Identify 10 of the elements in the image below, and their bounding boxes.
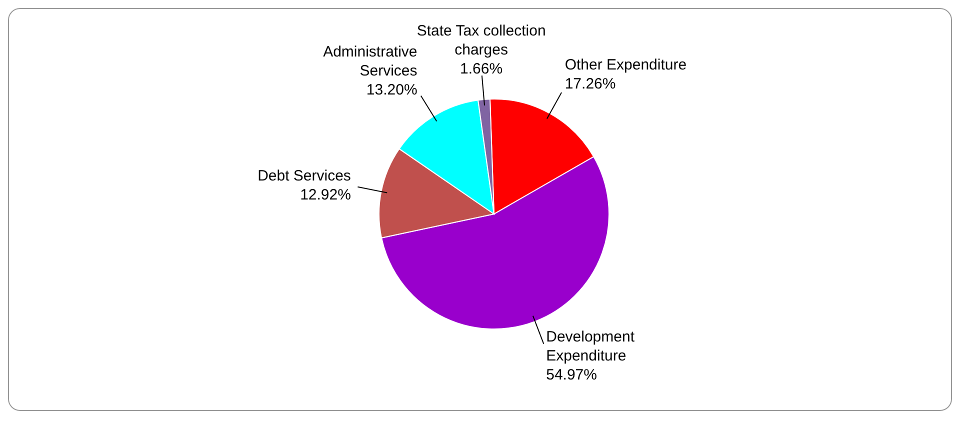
- slice-label: Other Expenditure: [564, 56, 687, 74]
- data-label: 54.97%: [546, 366, 597, 384]
- data-label: 13.20%: [366, 81, 418, 98]
- slice-label: State Tax collection charges: [416, 22, 546, 59]
- data-label: 17.26%: [564, 75, 616, 92]
- data-label: 1.66%: [460, 60, 503, 78]
- slice-label: Debt Services: [258, 168, 351, 185]
- data-label: 12.92%: [300, 186, 351, 204]
- slice-label: Administrative Services: [323, 43, 418, 80]
- slice-label: Development Expenditure: [546, 328, 636, 365]
